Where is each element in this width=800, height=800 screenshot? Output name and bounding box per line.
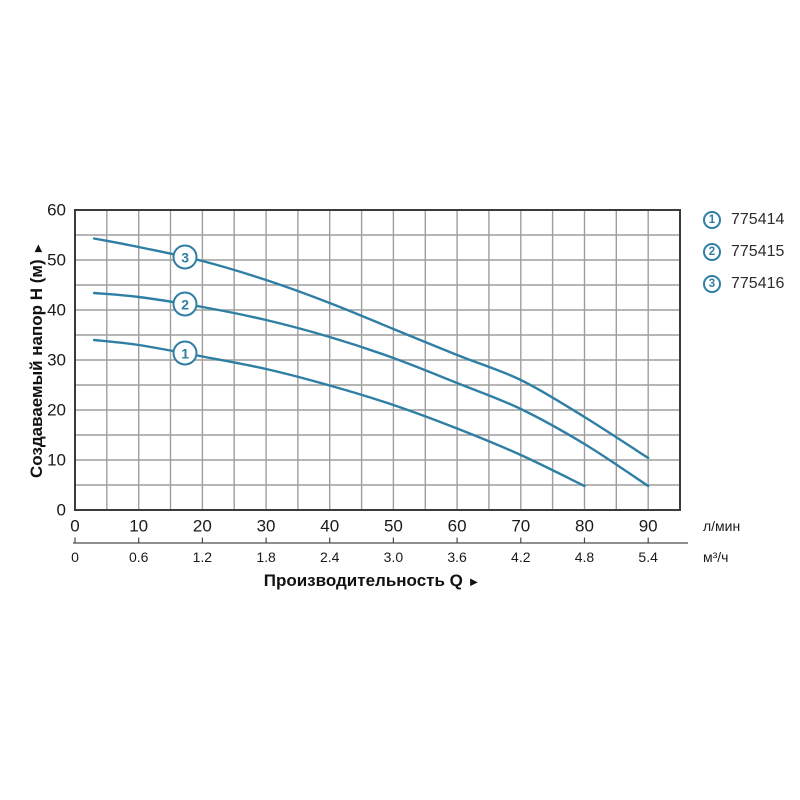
x-secondary-tick-label: 4.8 [574,549,595,565]
x-secondary-tick-label: 3.0 [383,549,404,565]
series-2-badge: 2 [703,243,721,261]
y-axis-title: Создаваемый напор H (м) ► [27,242,47,478]
legend-item: 3 775416 [703,275,784,293]
curve-marker-775415: 2 [172,291,198,317]
x-tick-label: 60 [447,516,467,536]
legend-item: 2 775415 [703,243,784,261]
x-tick-label: 30 [256,516,276,536]
series-1-label: 775414 [731,211,785,228]
legend-item: 1 775414 [703,211,784,229]
secondary-x-axis [73,537,688,544]
curve-marker-775414: 1 [172,340,198,366]
y-tick-label: 0 [56,500,66,520]
x-axis-arrow-icon: ► [467,574,481,589]
x-tick-label: 20 [192,516,212,536]
x-axis-unit-lmin: л/мин [703,518,741,534]
y-tick-label: 30 [47,350,66,370]
x-tick-label: 90 [638,516,658,536]
legend: 1 775414 2 775415 3 775416 [703,211,784,307]
x-secondary-tick-label: 0 [71,549,79,565]
series-2-label: 775415 [731,243,785,260]
x-tick-label: 40 [320,516,340,536]
x-axis-title-text: Производительность Q [263,571,463,590]
x-tick-label: 0 [70,516,80,536]
x-tick-label: 50 [383,516,403,536]
x-tick-label: 10 [129,516,149,536]
x-secondary-tick-label: 5.4 [638,549,658,565]
x-tick-label: 80 [575,516,594,536]
series-3-badge: 3 [703,275,721,293]
y-tick-label: 10 [47,450,66,470]
series-3-label: 775416 [731,275,785,292]
x-secondary-tick-label: 3.6 [447,549,467,565]
y-axis-arrow-icon: ► [30,241,45,255]
grid-lines [75,210,680,510]
series-1-badge: 1 [703,211,721,229]
x-axis-unit-m3h: м³/ч [703,549,729,565]
y-axis-title-text: Создаваемый напор H (м) [27,259,46,479]
x-secondary-tick-label: 1.2 [192,549,213,565]
curve-marker-775416: 3 [172,244,198,270]
y-tick-label: 40 [47,300,66,320]
curve-775415 [92,291,650,488]
plot-frame [74,209,681,511]
y-tick-label: 20 [47,400,66,420]
x-secondary-tick-label: 4.2 [511,549,531,565]
curve-775414 [92,338,586,488]
x-secondary-tick-label: 0.6 [128,549,149,565]
x-secondary-tick-label: 1.8 [256,549,276,565]
x-axis-title: Производительность Q ► [264,571,481,591]
y-tick-label: 60 [47,200,66,220]
x-tick-label: 70 [511,516,531,536]
y-tick-label: 50 [47,250,66,270]
x-secondary-tick-label: 2.4 [320,549,340,565]
